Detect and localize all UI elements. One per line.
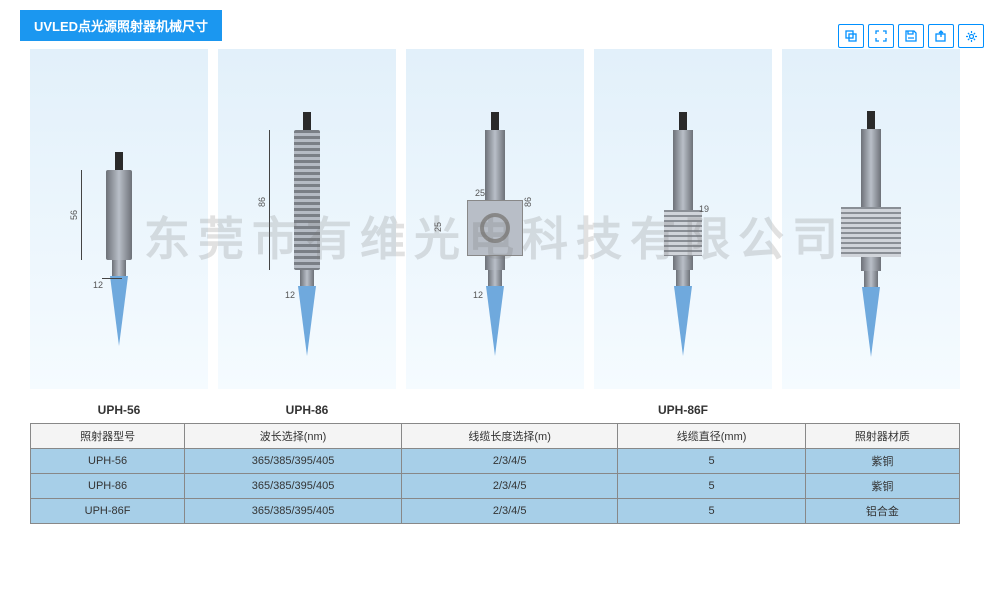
cell: UPH-86 <box>31 474 185 499</box>
table-header: 照射器型号 波长选择(nm) 线缆长度选择(m) 线缆直径(mm) 照射器材质 <box>31 424 960 449</box>
cell: 紫铜 <box>805 449 959 474</box>
toolbar <box>838 24 984 48</box>
product-diagram: 19 <box>594 49 772 389</box>
product-diagram <box>782 49 960 389</box>
table-row: UPH-86F 365/385/395/405 2/3/4/5 5 铝合金 <box>31 499 960 524</box>
cell: 2/3/4/5 <box>401 499 618 524</box>
cell: 2/3/4/5 <box>401 474 618 499</box>
table-row: UPH-86 365/385/395/405 2/3/4/5 5 紫铜 <box>31 474 960 499</box>
dim-bracket-h: 25 <box>433 222 443 232</box>
dim-bracket-w: 25 <box>475 188 485 198</box>
settings-icon[interactable] <box>958 24 984 48</box>
copy-icon[interactable] <box>838 24 864 48</box>
col-cable-dia: 线缆直径(mm) <box>618 424 805 449</box>
products-row: 东莞市有维光电科技有限公司 56 12 UPH-56 <box>0 49 990 423</box>
dim-height: 86 <box>257 197 267 207</box>
cell: 365/385/395/405 <box>185 499 402 524</box>
cell: 365/385/395/405 <box>185 449 402 474</box>
dim-height: 56 <box>69 210 79 220</box>
cell: 5 <box>618 474 805 499</box>
product-card-fins-wide <box>782 49 960 423</box>
col-wavelength: 波长选择(nm) <box>185 424 402 449</box>
product-label <box>406 389 584 423</box>
cell: UPH-86F <box>31 499 185 524</box>
cell: 2/3/4/5 <box>401 449 618 474</box>
col-material: 照射器材质 <box>805 424 959 449</box>
save-icon[interactable] <box>898 24 924 48</box>
expand-icon[interactable] <box>868 24 894 48</box>
dim-width: 12 <box>473 290 483 300</box>
product-label: UPH-86 <box>218 389 396 423</box>
cell: UPH-56 <box>31 449 185 474</box>
share-icon[interactable] <box>928 24 954 48</box>
product-diagram: 56 12 <box>30 49 208 389</box>
cell: 5 <box>618 499 805 524</box>
product-card-uph86f: 19 UPH-86F <box>594 49 772 423</box>
product-label <box>782 389 960 423</box>
product-card-bracket: 25 25 86 12 <box>406 49 584 423</box>
product-label: UPH-56 <box>30 389 208 423</box>
product-diagram: 86 12 <box>218 49 396 389</box>
table-row: UPH-56 365/385/395/405 2/3/4/5 5 紫铜 <box>31 449 960 474</box>
section-title-badge: UVLED点光源照射器机械尺寸 <box>20 10 222 41</box>
col-cable-len: 线缆长度选择(m) <box>401 424 618 449</box>
product-card-uph86: 86 12 UPH-86 <box>218 49 396 423</box>
product-diagram: 25 25 86 12 <box>406 49 584 389</box>
cell: 5 <box>618 449 805 474</box>
cell: 365/385/395/405 <box>185 474 402 499</box>
product-label: UPH-86F <box>594 389 772 423</box>
dim-width: 12 <box>285 290 295 300</box>
dim-height: 86 <box>523 197 533 207</box>
cell: 紫铜 <box>805 474 959 499</box>
cell: 铝合金 <box>805 499 959 524</box>
dim-fin-w: 19 <box>699 204 709 214</box>
dim-width: 12 <box>93 280 103 290</box>
product-card-uph56: 56 12 UPH-56 <box>30 49 208 423</box>
col-model: 照射器型号 <box>31 424 185 449</box>
spec-table: 照射器型号 波长选择(nm) 线缆长度选择(m) 线缆直径(mm) 照射器材质 … <box>30 423 960 524</box>
